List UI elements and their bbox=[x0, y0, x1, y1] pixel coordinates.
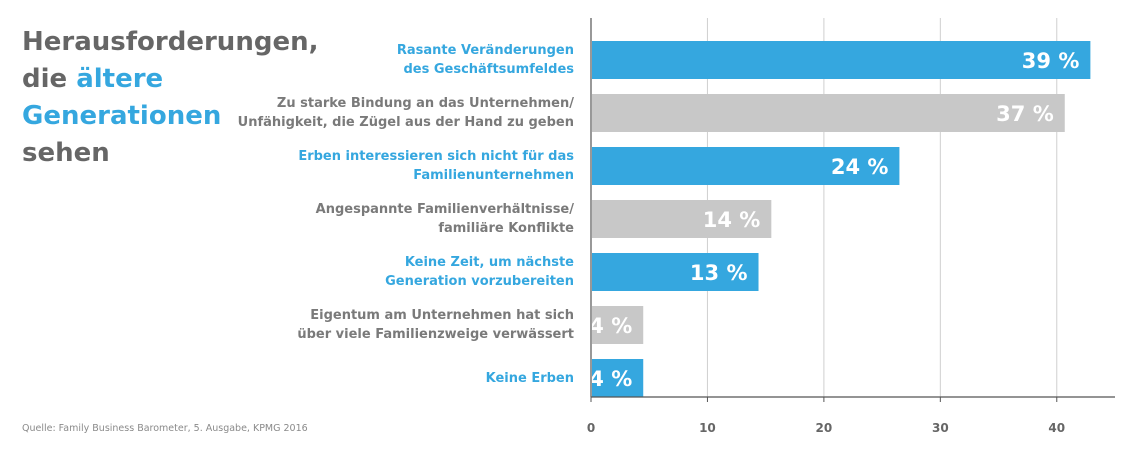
chart-title: Herausforderungen, die ältere Generation… bbox=[22, 24, 319, 172]
bar-value-label-5: 13 % bbox=[690, 261, 748, 285]
category-label-3: Erben interessieren sich nicht für das Fa… bbox=[234, 147, 574, 185]
category-label-line: Generation vorzubereiten bbox=[385, 274, 574, 289]
bar-5 bbox=[592, 253, 759, 291]
category-label-line: Eigentum am Unternehmen hat sich bbox=[310, 308, 574, 323]
bar-value-label-7: 4 % bbox=[589, 367, 632, 391]
title-line-1: Herausforderungen, bbox=[22, 27, 319, 57]
source-note: Quelle: Family Business Barometer, 5. Au… bbox=[22, 423, 308, 434]
category-label-line: Angespannte Familienverhältnisse/ bbox=[315, 202, 574, 217]
category-label-line: Erben interessieren sich nicht für das bbox=[298, 149, 574, 164]
category-label-line: des Geschäftsumfeldes bbox=[403, 62, 574, 77]
category-label-line: Keine Zeit, um nächste bbox=[404, 255, 574, 270]
bar-7 bbox=[592, 359, 644, 397]
title-line-2: die ältere bbox=[22, 64, 164, 94]
title-line-4: sehen bbox=[22, 138, 110, 168]
title-accent: ältere bbox=[76, 64, 164, 94]
category-label-6: Eigentum am Unternehmen hat sich über vie… bbox=[234, 306, 574, 344]
x-tick-label-40: 40 bbox=[1048, 421, 1065, 435]
bar-value-label-6: 4 % bbox=[589, 314, 632, 338]
bar-value-label-2: 37 % bbox=[996, 102, 1054, 126]
title-line-3: Generationen bbox=[22, 101, 222, 131]
category-label-line: Keine Erben bbox=[485, 370, 574, 386]
bar-value-label-4: 14 % bbox=[703, 208, 761, 232]
x-tick-label-0: 0 bbox=[587, 421, 595, 435]
category-label-line: über viele Familienzweige verwässert bbox=[297, 327, 574, 342]
bar-value-label-3: 24 % bbox=[831, 155, 889, 179]
bar-4 bbox=[592, 200, 772, 238]
category-label-4: Angespannte Familienverhältnisse/familiä… bbox=[234, 200, 574, 238]
bar-value-label-1: 39 % bbox=[1022, 49, 1080, 73]
category-label-line: Unfähigkeit, die Zügel aus der Hand zu g… bbox=[237, 115, 574, 130]
category-label-line: Rasante Veränderungen bbox=[396, 43, 574, 58]
category-label-line: Familienunternehmen bbox=[413, 168, 574, 183]
category-label-line: Zu starke Bindung an das Unternehmen/ bbox=[276, 96, 574, 111]
bar-3 bbox=[592, 147, 900, 185]
category-label-line: familiäre Konflikte bbox=[438, 221, 574, 236]
x-tick-label-20: 20 bbox=[816, 421, 833, 435]
x-tick-label-10: 10 bbox=[699, 421, 716, 435]
category-label-7: Keine Erben bbox=[234, 369, 574, 388]
category-label-5: Keine Zeit, um nächste Generation vorzube… bbox=[234, 253, 574, 291]
bar-6 bbox=[592, 306, 644, 344]
bar-2 bbox=[592, 94, 1065, 132]
category-label-1: Rasante Veränderungen des Geschäftsumfeld… bbox=[234, 41, 574, 79]
category-label-2: Zu starke Bindung an das Unternehmen/Unf… bbox=[234, 94, 574, 132]
x-tick-label-30: 30 bbox=[932, 421, 949, 435]
bar-1 bbox=[592, 41, 1091, 79]
